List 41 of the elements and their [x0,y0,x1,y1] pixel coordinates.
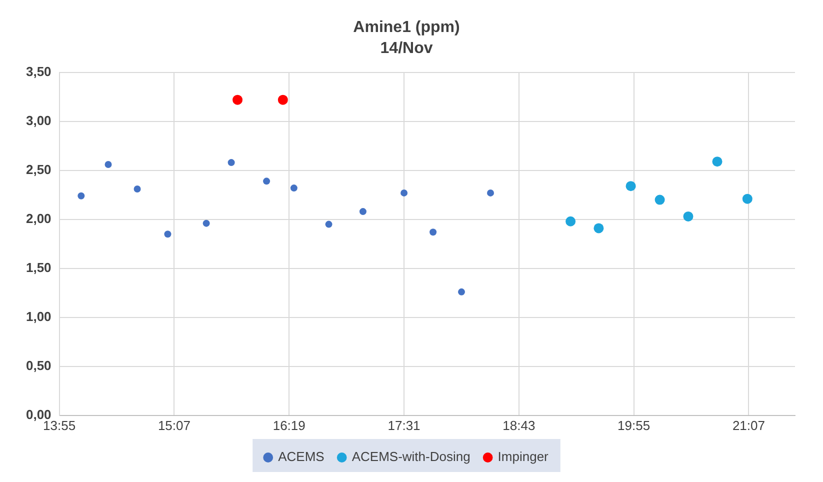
x-tick-label: 17:31 [388,418,420,433]
point [78,192,85,200]
point [164,230,172,238]
legend-label: Impinger [498,449,550,464]
point [359,208,366,216]
x-tick-label: 18:43 [502,418,536,433]
point [232,94,243,105]
y-tick-label: 1,50 [26,260,52,275]
point [683,211,694,222]
point [290,184,298,192]
point [278,94,288,105]
point [566,216,576,226]
chart-subtitle: 14/Nov [380,40,433,58]
x-tick-label: 21:07 [732,418,765,433]
x-tick-label: 19:55 [618,418,650,433]
point [202,220,210,227]
point [742,194,752,204]
point [626,181,636,192]
y-tick-label: 1,00 [26,308,52,324]
point [325,220,332,228]
y-tick-label: 2,50 [26,162,52,177]
chart-title: Amine1 (ppm) [353,19,460,36]
point [104,161,112,168]
y-tick-label: 2,00 [26,210,52,226]
point [263,178,270,185]
legend-label: ACEMS [278,449,325,464]
y-tick-label: 3,50 [26,64,52,79]
point [654,194,665,205]
point [228,159,235,166]
point [134,186,141,193]
y-tick-label: 0,50 [26,358,52,373]
point [487,189,494,196]
point [400,189,408,196]
point [430,228,437,236]
point [594,223,604,234]
y-tick-label: 3,00 [26,112,52,128]
point [712,156,722,167]
x-tick-label: 15:07 [158,418,190,433]
point [458,288,465,296]
x-tick-label: 16:19 [272,418,306,433]
legend-label: ACEMS-with-Dosing [352,449,470,464]
